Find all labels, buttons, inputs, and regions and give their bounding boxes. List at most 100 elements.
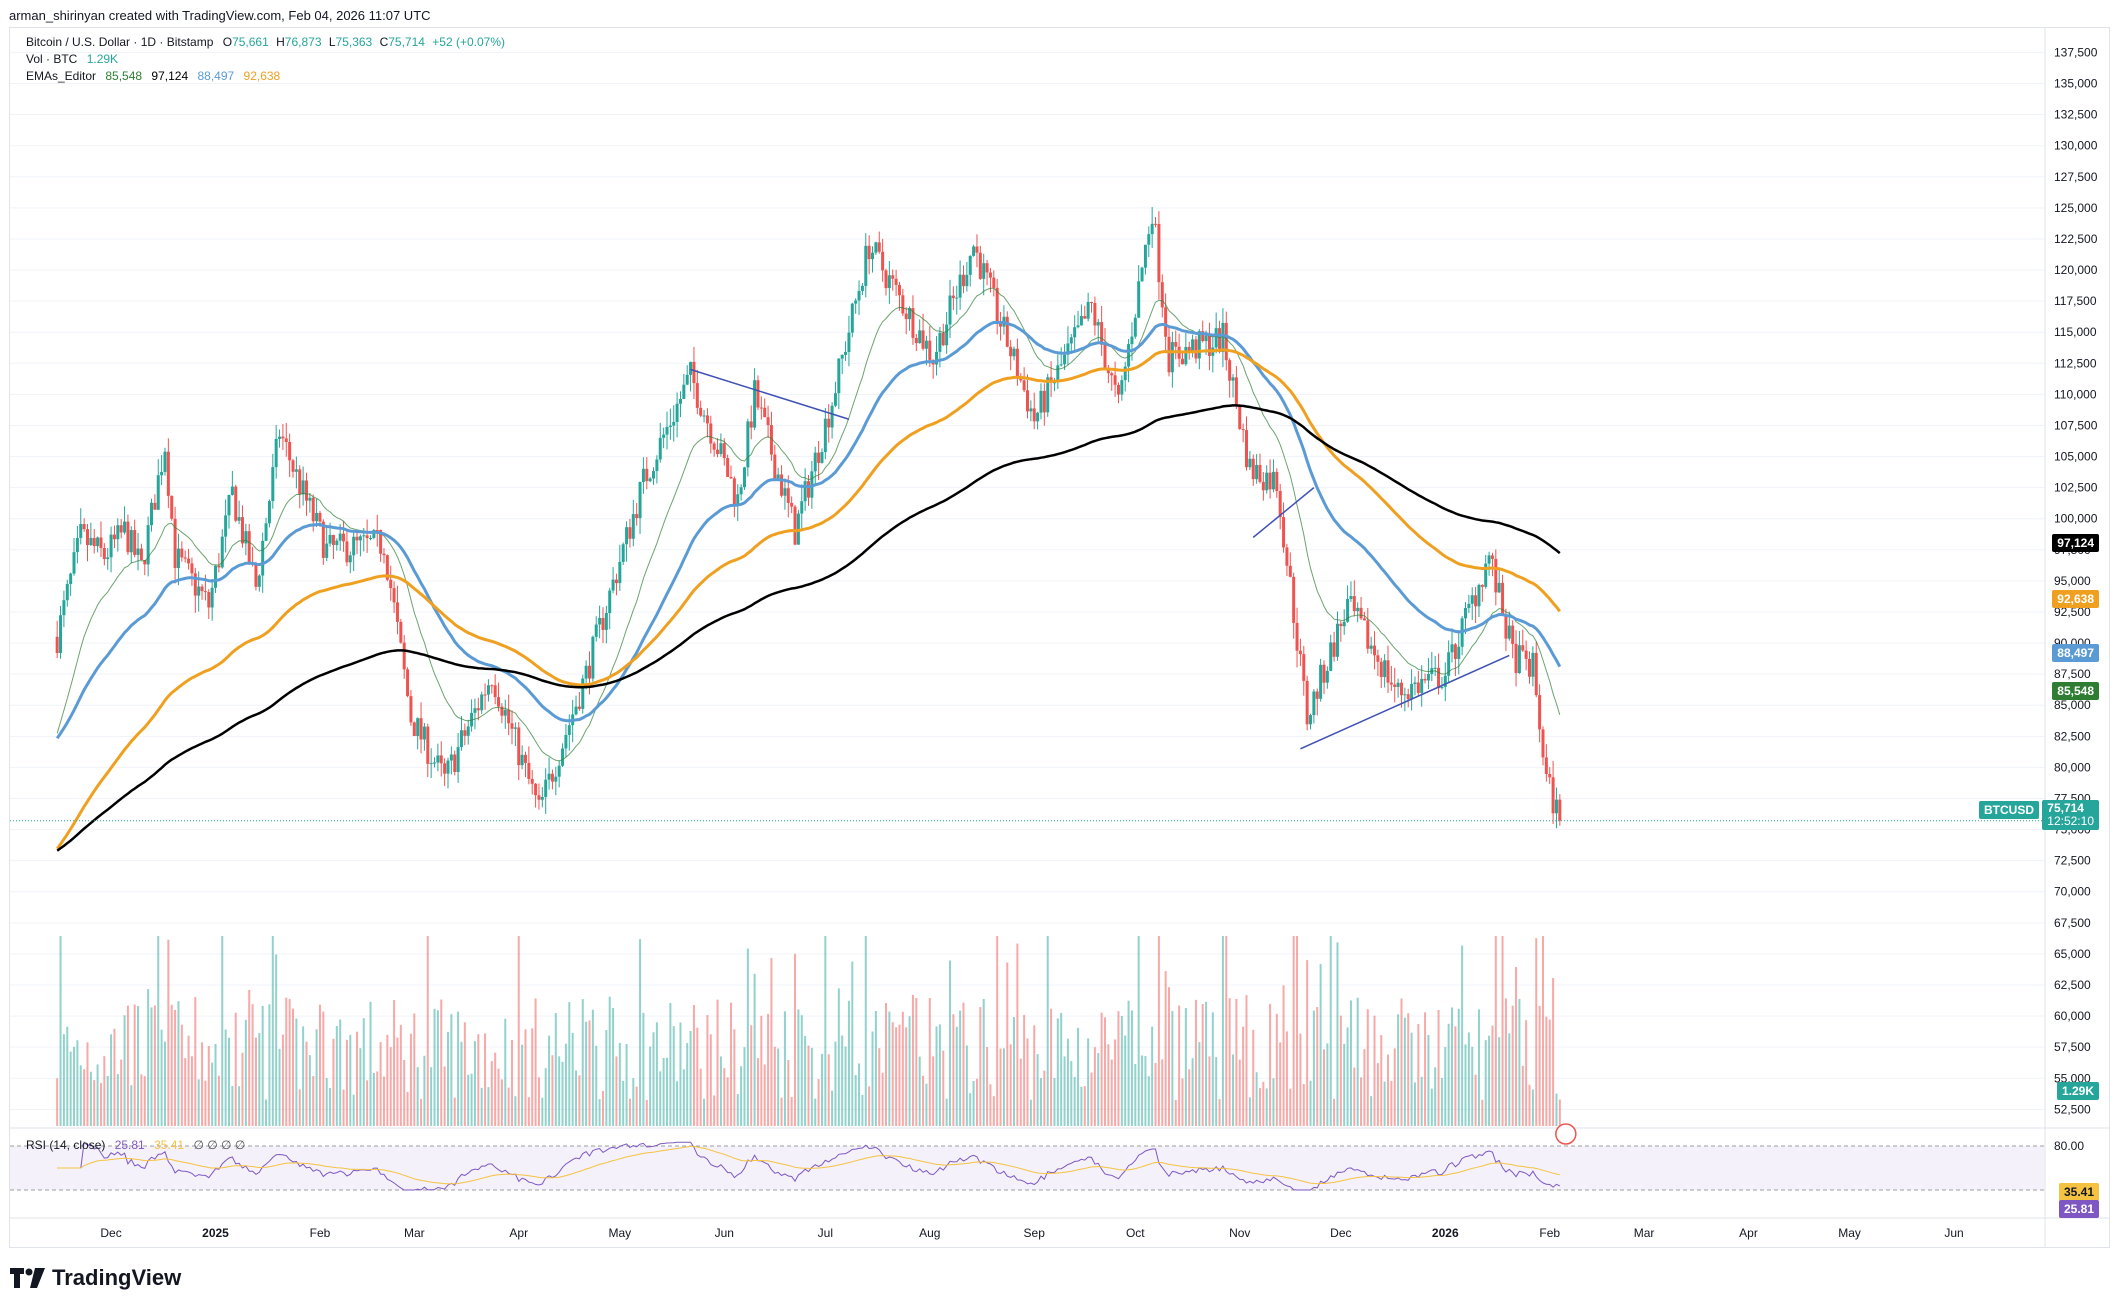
candle-body	[1207, 335, 1211, 356]
price-chart[interactable]: 137,500 135,000 132,500 130,000 127,500 125,0…	[10, 28, 2109, 1247]
y-tick-label: 92,500	[2054, 605, 2091, 619]
candle-body	[598, 617, 602, 625]
candle-body	[1288, 565, 1292, 577]
candle-body	[901, 295, 905, 314]
volume-bar	[227, 1037, 230, 1126]
volume-bar	[1535, 938, 1538, 1126]
volume-bar	[618, 1042, 621, 1126]
tradingview-logo-text: TradingView	[52, 1265, 182, 1290]
candle-body	[1073, 327, 1077, 338]
volume-bar	[372, 1072, 375, 1126]
candle-body	[254, 563, 258, 587]
candle-body	[581, 678, 585, 709]
x-tick-label: Jun	[715, 1226, 734, 1240]
x-tick-label: Aug	[919, 1226, 940, 1240]
candle-body	[304, 480, 308, 501]
candle-body	[992, 277, 996, 288]
volume-bar	[96, 1064, 99, 1126]
volume-bar	[794, 953, 797, 1126]
volume-bar	[1073, 1076, 1076, 1126]
x-tick-label: Jul	[818, 1226, 833, 1240]
last-price-tag: 75,714 12:52:10	[2042, 800, 2099, 830]
candle-body	[837, 358, 841, 394]
volume-bar	[93, 1080, 96, 1126]
candle-body	[726, 458, 730, 477]
candle-body	[1315, 691, 1319, 699]
legend-volume-value: 1.29K	[86, 52, 119, 66]
volume-bar	[1515, 967, 1518, 1126]
chart-frame[interactable]: 137,500 135,000 132,500 130,000 127,500 125,0…	[9, 27, 2110, 1248]
volume-bar	[1531, 1089, 1534, 1126]
ema20-line	[56, 287, 1561, 762]
volume-bar	[1498, 1037, 1501, 1126]
candle-body	[1110, 373, 1114, 376]
volume-bar	[1363, 1049, 1366, 1126]
volume-bar	[1242, 1026, 1245, 1126]
candle-body	[961, 274, 965, 287]
volume-bar	[847, 1000, 850, 1126]
volume-bar	[140, 1074, 143, 1126]
legend-rsi-ma-value: 35.41	[154, 1138, 185, 1152]
candle-body	[769, 425, 773, 455]
volume-bar	[551, 1055, 554, 1126]
candle-body	[1319, 664, 1323, 699]
candle-body	[1295, 622, 1299, 651]
volume-bar	[571, 1032, 574, 1126]
volume-bar	[689, 1030, 692, 1126]
x-tick-label: 2025	[202, 1226, 229, 1240]
candle-body	[1238, 404, 1242, 430]
candle-body	[1470, 595, 1474, 604]
candle-body	[881, 251, 885, 271]
volume-bar	[1403, 1017, 1406, 1126]
volume-bar	[1282, 985, 1285, 1126]
candle-body	[240, 517, 244, 544]
candle-body	[483, 694, 487, 696]
volume-bar	[521, 1044, 524, 1126]
candle-body	[780, 474, 784, 496]
candle-body	[123, 521, 127, 533]
volume-bar	[979, 1007, 982, 1126]
candle-body	[793, 506, 797, 545]
candle-body	[1302, 654, 1306, 681]
volume-bar	[975, 1078, 978, 1126]
x-tick-label: Apr	[509, 1226, 528, 1240]
candle-body	[1554, 799, 1558, 814]
candle-body	[426, 726, 430, 764]
volume-bar	[1292, 936, 1295, 1126]
candle-body	[278, 436, 282, 439]
volume-bar	[238, 1086, 241, 1126]
candle-body	[523, 754, 527, 763]
volume-bar	[265, 1099, 268, 1126]
volume-bar	[1218, 1099, 1221, 1126]
candle-body	[1332, 642, 1336, 657]
y-tick-label: 135,000	[2054, 77, 2098, 91]
volume-bar	[362, 1018, 365, 1126]
volume-bar	[730, 1002, 733, 1126]
candle-body	[978, 252, 982, 279]
candle-body	[227, 495, 231, 516]
candle-body	[1056, 365, 1060, 383]
candle-body	[1191, 339, 1195, 352]
candle-body	[786, 488, 790, 503]
volume-bar	[356, 1031, 359, 1126]
volume-bar	[197, 1079, 200, 1126]
volume-bar	[716, 999, 719, 1126]
legend-rsi-extra: ∅ ∅ ∅ ∅	[193, 1138, 246, 1152]
candle-body	[1467, 603, 1471, 608]
candle-body	[1140, 267, 1144, 282]
candle-body	[1538, 695, 1542, 730]
volume-bar	[1336, 942, 1339, 1126]
candle-body	[840, 354, 844, 359]
volume-bar	[891, 1022, 894, 1126]
tradingview-logo[interactable]: TradingView	[10, 1265, 181, 1291]
volume-bar	[1481, 1099, 1484, 1126]
volume-bar	[1252, 1029, 1255, 1126]
volume-bar	[1144, 1056, 1147, 1126]
candle-body	[813, 452, 817, 472]
volume-bar	[659, 1071, 662, 1126]
volume-bar	[113, 1028, 116, 1126]
volume-bar	[221, 936, 224, 1126]
candle-body	[1403, 694, 1407, 696]
volume-bar	[858, 1063, 861, 1126]
volume-bar	[1501, 936, 1504, 1126]
